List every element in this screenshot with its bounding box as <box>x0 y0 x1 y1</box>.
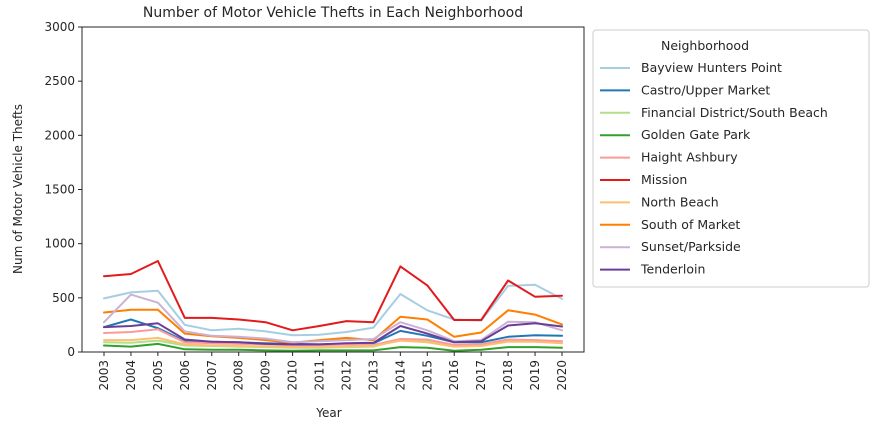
x-tick-label: 2018 <box>501 360 515 391</box>
x-tick-label: 2016 <box>447 360 461 391</box>
legend-label: South of Market <box>641 217 740 232</box>
x-tick-label: 2009 <box>259 360 273 391</box>
x-tick-label: 2008 <box>232 360 246 391</box>
legend-label: Haight Ashbury <box>641 150 738 165</box>
y-tick-label: 2500 <box>44 74 75 88</box>
legend-label: Sunset/Parkside <box>641 239 741 254</box>
y-tick-label: 1500 <box>44 183 75 197</box>
legend-label: Bayview Hunters Point <box>641 60 782 75</box>
x-axis: 2003 2004 2005 2006 2007 2008 2009 2010 2011 2012… <box>97 352 569 391</box>
series-line <box>103 260 563 332</box>
series-layer <box>103 260 563 352</box>
y-tick-label: 3000 <box>44 20 75 34</box>
x-tick-label: 2007 <box>205 360 219 391</box>
series-line <box>103 322 563 346</box>
x-tick-label: 2012 <box>339 360 353 391</box>
x-tick-label: 2017 <box>474 360 488 391</box>
y-axis: 0 500 1000 1500 2000 2500 3000 <box>44 20 82 359</box>
legend-box <box>592 29 870 288</box>
x-tick-label: 2006 <box>178 360 192 391</box>
series-line <box>103 336 563 349</box>
x-tick-label: 2003 <box>97 360 111 391</box>
series-line <box>103 342 563 352</box>
x-tick-label: 2013 <box>366 360 380 391</box>
x-tick-label: 2015 <box>420 360 434 391</box>
legend-label: Golden Gate Park <box>641 127 751 142</box>
x-tick-label: 2010 <box>286 360 300 391</box>
series-line <box>103 308 563 344</box>
x-axis-label: Year <box>315 406 341 420</box>
x-tick-label: 2019 <box>528 360 542 391</box>
legend: Neighborhood Bayview Hunters Point Castro… <box>592 29 870 288</box>
x-tick-label: 2011 <box>313 360 327 391</box>
y-tick-label: 2000 <box>44 128 75 142</box>
legend-items: Bayview Hunters Point Castro/Upper Market… <box>600 60 828 277</box>
y-tick-label: 500 <box>52 291 75 305</box>
series-line <box>103 293 563 344</box>
x-tick-label: 2014 <box>393 360 407 391</box>
legend-label: North Beach <box>641 194 719 209</box>
y-tick-label: 0 <box>67 345 75 359</box>
x-tick-label: 2004 <box>124 360 138 391</box>
y-axis-label: Num of Motor Vehicle Thefts <box>11 104 25 274</box>
x-tick-label: 2020 <box>555 360 569 391</box>
legend-title: Neighborhood <box>661 38 749 53</box>
series-line <box>103 328 563 347</box>
legend-label: Financial District/South Beach <box>641 105 828 120</box>
chart-title: Number of Motor Vehicle Thefts in Each N… <box>143 5 523 21</box>
y-tick-label: 1000 <box>44 237 75 251</box>
x-tick-label: 2005 <box>151 360 165 391</box>
legend-label: Tenderloin <box>640 262 705 277</box>
legend-label: Mission <box>641 172 687 187</box>
legend-label: Castro/Upper Market <box>641 82 770 97</box>
